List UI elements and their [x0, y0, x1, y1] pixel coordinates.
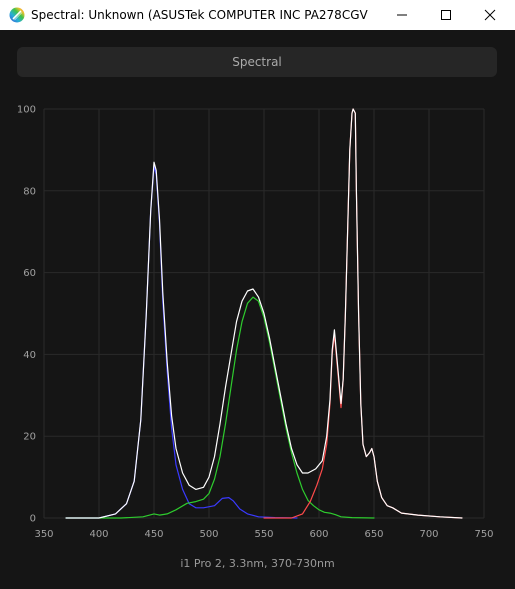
maximize-button[interactable] — [424, 0, 468, 30]
x-tick-label: 400 — [89, 529, 108, 540]
x-tick-label: 750 — [474, 529, 493, 540]
spectral-chart: 350 400 450 500 550 600 650 700 750 0 20 40 60 80 100 — [17, 105, 494, 541]
chart-caption: i1 Pro 2, 3.3nm, 370-730nm — [180, 557, 335, 570]
minimize-button[interactable] — [380, 0, 424, 30]
minimize-icon — [397, 14, 407, 16]
y-tick-label: 60 — [23, 268, 36, 279]
chart-series — [65, 108, 463, 519]
x-tick-label: 550 — [254, 529, 273, 540]
spectral-mode-button[interactable]: Spectral — [17, 47, 497, 77]
window-title: Spectral: Unknown (ASUSTek COMPUTER INC … — [31, 8, 371, 22]
chart-axes: 350 400 450 500 550 600 650 700 750 0 20 40 60 80 100 — [17, 105, 494, 541]
series-line-3 — [65, 108, 463, 519]
x-tick-label: 650 — [364, 529, 383, 540]
y-tick-label: 40 — [23, 350, 36, 361]
title-bar[interactable]: Spectral: Unknown (ASUSTek COMPUTER INC … — [0, 0, 515, 30]
series-line-1 — [65, 296, 375, 519]
x-tick-label: 450 — [144, 529, 163, 540]
maximize-icon — [441, 10, 451, 20]
y-tick-label: 100 — [17, 105, 36, 116]
rainbow-logo-icon — [9, 7, 25, 23]
x-tick-label: 500 — [199, 529, 218, 540]
x-tick-label: 700 — [419, 529, 438, 540]
close-icon — [484, 9, 496, 21]
x-tick-label: 600 — [309, 529, 328, 540]
series-line-0 — [65, 165, 298, 519]
y-tick-label: 0 — [30, 514, 36, 525]
y-tick-label: 20 — [23, 432, 36, 443]
close-button[interactable] — [468, 0, 512, 30]
y-tick-label: 80 — [23, 186, 36, 197]
x-tick-label: 350 — [34, 529, 53, 540]
